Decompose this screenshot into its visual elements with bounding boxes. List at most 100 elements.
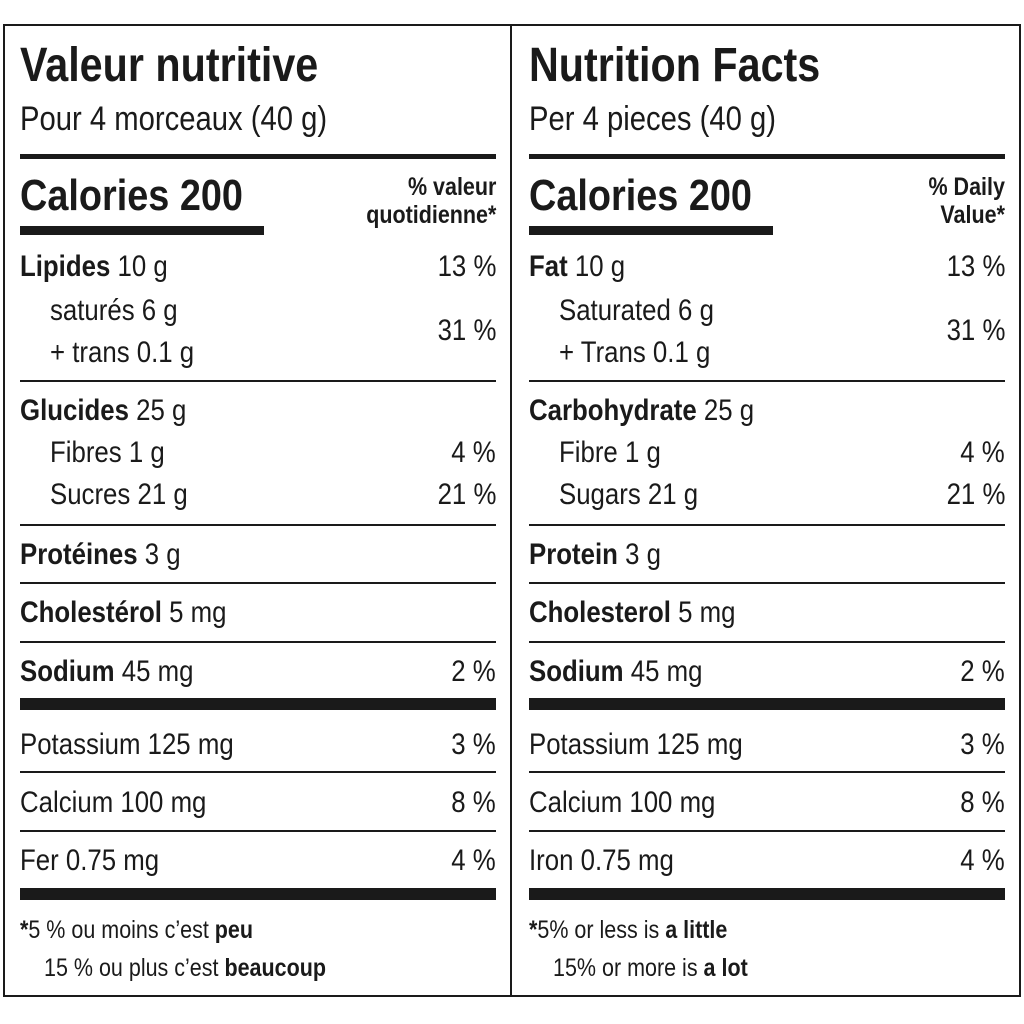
french-panel: Valeur nutritive Pour 4 morceaux (40 g) … xyxy=(20,24,496,997)
calcium-row: Calcium 100 mg xyxy=(20,786,207,819)
rule-cholesterol xyxy=(20,641,496,643)
cholesterol-row: Cholesterol 5 mg xyxy=(529,598,735,628)
carbohydrate-amount: 25 g xyxy=(136,394,187,427)
saturated-row: Saturated 6 g xyxy=(559,294,714,327)
footnote-line1: *5% or less is a little xyxy=(529,916,728,944)
trans-row: + Trans 0.1 g xyxy=(559,336,711,369)
rule-sodium-thick xyxy=(20,698,496,710)
serving-size: Pour 4 morceaux (40 g) xyxy=(20,100,328,138)
protein-amount: 3 g xyxy=(625,538,661,571)
protein-row: Protein 3 g xyxy=(529,540,661,570)
rule-iron-thick xyxy=(529,888,1005,900)
fibre-percent: 4 % xyxy=(960,436,1005,469)
sodium-label: Sodium xyxy=(529,655,624,688)
sugars-row: Sugars 21 g xyxy=(559,478,699,511)
rule-calcium xyxy=(20,830,496,832)
fat-amount: 10 g xyxy=(574,250,626,283)
potassium-row: Potassium 125 mg xyxy=(529,728,743,761)
footnote-star: * xyxy=(20,916,29,944)
calories-label: Calories 200 xyxy=(20,171,243,220)
cholesterol-amount: 5 mg xyxy=(169,596,227,629)
column-divider xyxy=(510,24,512,997)
fat-label: Fat xyxy=(529,250,568,283)
rule-carbohydrate xyxy=(20,524,496,526)
calcium-percent: 8 % xyxy=(451,786,496,819)
fat-percent: 13 % xyxy=(946,250,1005,283)
daily-value-line2: quotidienne xyxy=(365,200,488,229)
carbohydrate-label: Carbohydrate xyxy=(529,394,697,427)
serving-size: Per 4 pieces (40 g) xyxy=(529,100,777,138)
daily-value-star: * xyxy=(996,200,1005,229)
cholesterol-label: Cholesterol xyxy=(529,596,671,629)
daily-value-line2: Value xyxy=(940,200,997,229)
protein-row: Protéines 3 g xyxy=(20,540,181,570)
sodium-percent: 2 % xyxy=(960,655,1005,688)
calories-label: Calories 200 xyxy=(529,171,752,220)
footnote-line1: *5 % ou moins c’est peu xyxy=(20,916,254,944)
calcium-row: Calcium 100 mg xyxy=(529,786,716,819)
fat-amount: 10 g xyxy=(117,250,168,283)
fat-label: Lipides xyxy=(20,250,111,283)
potassium-percent: 3 % xyxy=(960,728,1005,761)
fat-row: Lipides 10 g xyxy=(20,252,168,282)
rule-serving xyxy=(20,154,496,159)
cholesterol-row: Cholestérol 5 mg xyxy=(20,598,226,628)
iron-row: Fer 0.75 mg xyxy=(20,844,160,877)
protein-amount: 3 g xyxy=(144,538,181,571)
sugars-percent: 21 % xyxy=(946,478,1005,511)
rule-protein xyxy=(529,582,1005,584)
carbohydrate-label: Glucides xyxy=(20,394,129,427)
saturated-row: saturés 6 g xyxy=(50,294,178,327)
sodium-label: Sodium xyxy=(20,655,115,688)
fibre-row: Fibres 1 g xyxy=(50,436,165,469)
rule-calcium xyxy=(529,830,1005,832)
sodium-row: Sodium 45 mg xyxy=(20,657,193,687)
footnote-line2: 15 % ou plus c’est beaucoup xyxy=(44,954,327,982)
carbohydrate-row: Glucides 25 g xyxy=(20,396,186,426)
footnote-star: * xyxy=(529,916,538,944)
panel-title: Nutrition Facts xyxy=(529,39,821,92)
rule-iron-thick xyxy=(20,888,496,900)
cholesterol-label: Cholestérol xyxy=(20,596,162,629)
calcium-percent: 8 % xyxy=(960,786,1005,819)
cholesterol-amount: 5 mg xyxy=(678,596,736,629)
sat-trans-percent: 31 % xyxy=(437,314,496,347)
potassium-percent: 3 % xyxy=(451,728,496,761)
fat-row: Fat 10 g xyxy=(529,252,625,282)
carbohydrate-row: Carbohydrate 25 g xyxy=(529,396,754,426)
fibre-percent: 4 % xyxy=(451,436,496,469)
iron-percent: 4 % xyxy=(451,844,496,877)
protein-label: Protein xyxy=(529,538,618,571)
protein-label: Protéines xyxy=(20,538,138,571)
rule-fat xyxy=(529,380,1005,382)
iron-row: Iron 0.75 mg xyxy=(529,844,674,877)
panel-title: Valeur nutritive xyxy=(20,39,319,92)
english-panel: Nutrition Facts Per 4 pieces (40 g) Calo… xyxy=(529,24,1005,997)
calories-underline xyxy=(20,226,264,235)
fat-percent: 13 % xyxy=(437,250,496,283)
sugars-percent: 21 % xyxy=(437,478,496,511)
rule-carbohydrate xyxy=(529,524,1005,526)
iron-percent: 4 % xyxy=(960,844,1005,877)
sat-trans-percent: 31 % xyxy=(946,314,1005,347)
sodium-amount: 45 mg xyxy=(630,655,703,688)
rule-protein xyxy=(20,582,496,584)
daily-value-line1: % Daily xyxy=(928,173,1005,201)
rule-serving xyxy=(529,154,1005,159)
rule-fat xyxy=(20,380,496,382)
rule-cholesterol xyxy=(529,641,1005,643)
rule-potassium xyxy=(529,771,1005,773)
daily-value-heading: % valeur quotidienne* xyxy=(365,173,496,229)
calories-underline xyxy=(529,226,773,235)
daily-value-line1: % valeur xyxy=(407,173,496,201)
rule-potassium xyxy=(20,771,496,773)
sodium-row: Sodium 45 mg xyxy=(529,657,702,687)
potassium-row: Potassium 125 mg xyxy=(20,728,234,761)
carbohydrate-amount: 25 g xyxy=(703,394,755,427)
rule-sodium-thick xyxy=(529,698,1005,710)
daily-value-star: * xyxy=(487,200,496,229)
footnote-line2: 15% or more is a lot xyxy=(553,954,748,982)
sodium-amount: 45 mg xyxy=(121,655,194,688)
fibre-row: Fibre 1 g xyxy=(559,436,661,469)
trans-row: + trans 0.1 g xyxy=(50,336,195,369)
